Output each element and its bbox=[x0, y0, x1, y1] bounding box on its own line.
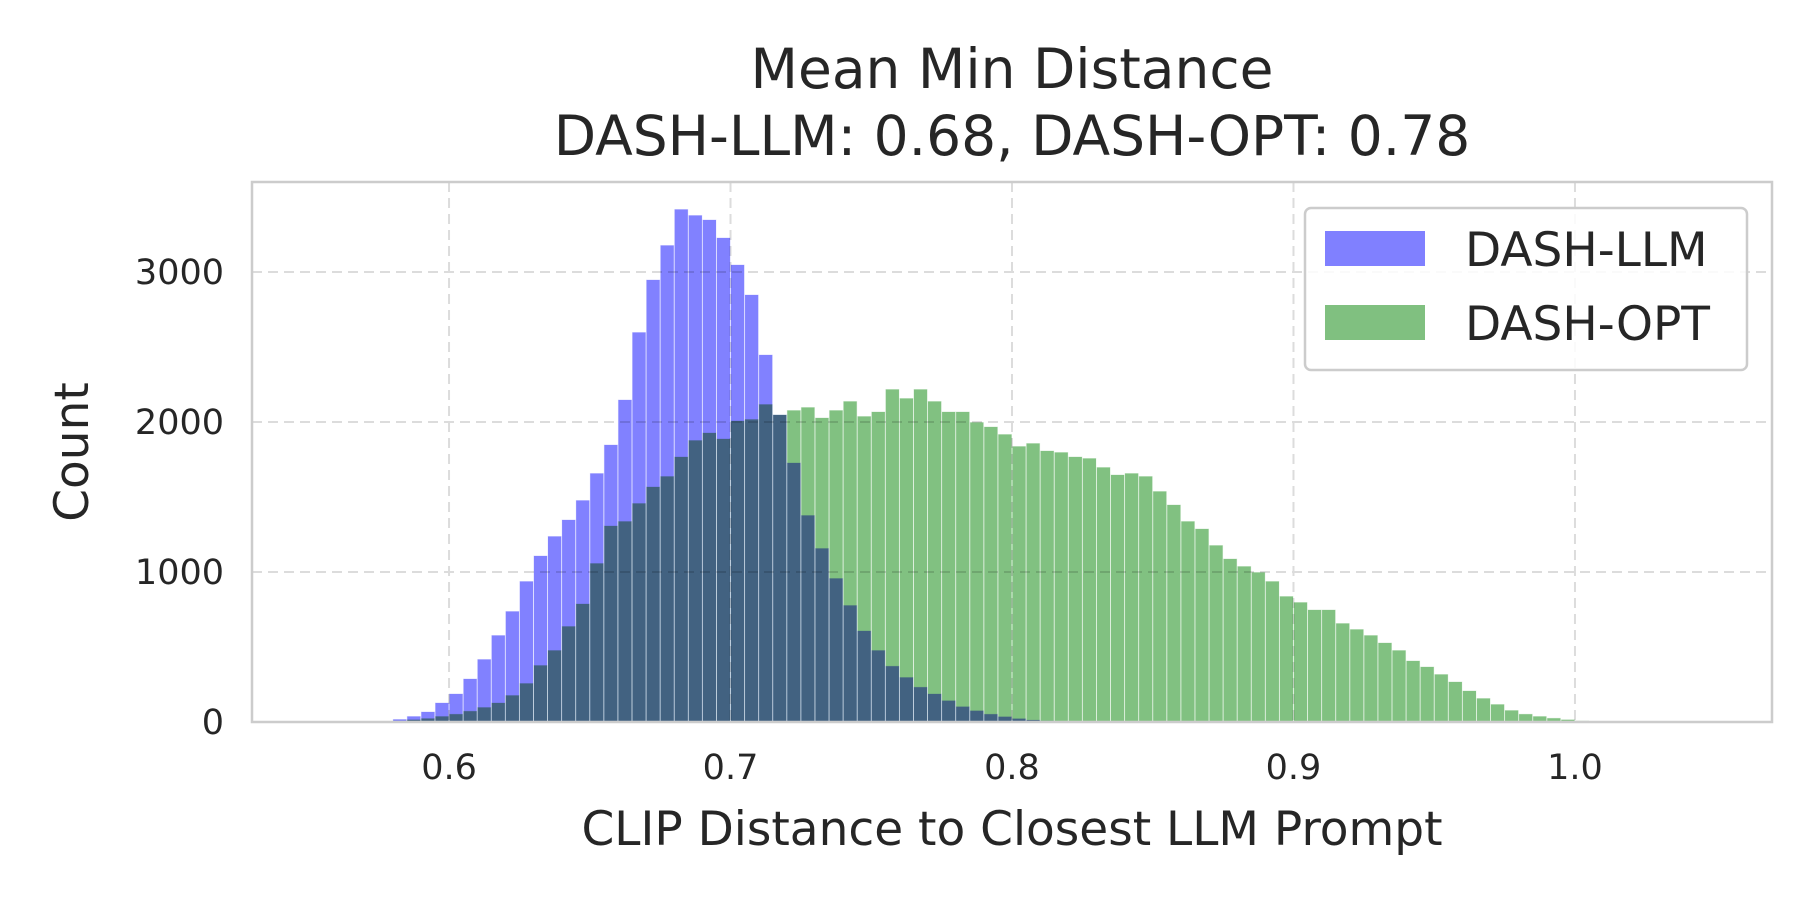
bar-dash-opt bbox=[1504, 709, 1520, 723]
bar-dash-opt bbox=[983, 426, 999, 723]
bar-dash-opt bbox=[1194, 528, 1210, 723]
bar-dash-opt bbox=[476, 706, 492, 723]
bar-dash-opt bbox=[1461, 690, 1477, 723]
series-dash-opt bbox=[392, 388, 1604, 723]
bar-dash-opt bbox=[927, 400, 943, 723]
bar-dash-opt bbox=[884, 388, 900, 723]
y-tick-label: 0 bbox=[202, 703, 224, 743]
bar-dash-opt bbox=[941, 411, 957, 723]
legend-label-dash-opt: DASH-OPT bbox=[1465, 297, 1710, 352]
bar-dash-opt bbox=[814, 417, 830, 723]
y-axis-ticks: 0 1000 2000 3000 bbox=[135, 253, 224, 743]
bar-dash-opt bbox=[617, 520, 633, 723]
bar-dash-opt bbox=[518, 682, 534, 723]
bar-dash-opt bbox=[1363, 634, 1379, 723]
bar-dash-opt bbox=[687, 439, 703, 723]
bar-dash-opt bbox=[1278, 595, 1294, 723]
bar-dash-opt bbox=[1377, 642, 1393, 723]
bar-dash-opt bbox=[631, 502, 647, 723]
bar-dash-opt bbox=[547, 649, 563, 723]
bar-dash-opt bbox=[730, 420, 746, 723]
bar-dash-opt bbox=[1124, 472, 1140, 723]
bar-dash-opt bbox=[1138, 475, 1154, 723]
bar-dash-opt bbox=[1011, 445, 1027, 723]
bar-dash-opt bbox=[1236, 565, 1252, 723]
y-tick-label: 3000 bbox=[135, 253, 224, 293]
legend: DASH-LLM DASH-OPT bbox=[1303, 206, 1749, 372]
bar-dash-opt bbox=[715, 438, 731, 723]
bar-dash-opt bbox=[575, 603, 591, 723]
bar-dash-opt bbox=[1349, 628, 1365, 723]
bar-dash-opt bbox=[1053, 451, 1069, 723]
chart-subtitle: DASH-LLM: 0.68, DASH-OPT: 0.78 bbox=[554, 104, 1470, 168]
plot-frame bbox=[250, 180, 1774, 724]
y-axis-label: Count bbox=[45, 382, 100, 522]
bar-dash-opt bbox=[1081, 457, 1097, 723]
bar-dash-opt bbox=[772, 414, 788, 723]
bar-dash-opt bbox=[504, 694, 520, 723]
bar-dash-opt bbox=[1293, 601, 1309, 723]
bar-dash-opt bbox=[1447, 681, 1463, 723]
bar-dash-opt bbox=[1264, 580, 1280, 723]
bar-dash-opt bbox=[1180, 520, 1196, 723]
bar-dash-opt bbox=[490, 702, 506, 723]
bar-dash-opt bbox=[1025, 442, 1041, 723]
bar-dash-opt bbox=[1250, 571, 1266, 723]
x-axis-label: CLIP Distance to Closest LLM Prompt bbox=[581, 802, 1442, 857]
bar-dash-opt bbox=[1222, 558, 1238, 723]
bar-dash-opt bbox=[561, 625, 577, 723]
bar-dash-opt bbox=[1405, 660, 1421, 723]
bar-dash-opt bbox=[1208, 544, 1224, 723]
bar-dash-opt bbox=[1166, 504, 1182, 723]
legend-swatch-dash-opt bbox=[1325, 305, 1425, 340]
x-tick-label: 0.8 bbox=[984, 748, 1040, 788]
bar-dash-opt bbox=[898, 397, 914, 723]
histogram-bars bbox=[392, 208, 1604, 723]
x-tick-label: 0.7 bbox=[703, 748, 759, 788]
bar-dash-opt bbox=[589, 562, 605, 723]
bar-dash-opt bbox=[603, 525, 619, 723]
bar-dash-opt bbox=[1433, 673, 1449, 723]
bar-dash-opt bbox=[701, 432, 717, 723]
bar-dash-opt bbox=[462, 710, 478, 723]
y-tick-label: 2000 bbox=[135, 403, 224, 443]
bar-dash-opt bbox=[1321, 609, 1337, 723]
bar-dash-opt bbox=[533, 664, 549, 723]
y-tick-label: 1000 bbox=[135, 553, 224, 593]
bar-dash-opt bbox=[1391, 649, 1407, 723]
legend-swatch-dash-llm bbox=[1325, 231, 1425, 266]
bar-dash-opt bbox=[842, 400, 858, 723]
bar-dash-opt bbox=[1152, 490, 1168, 723]
chart-title: Mean Min Distance bbox=[751, 37, 1274, 101]
bar-dash-opt bbox=[1490, 703, 1506, 723]
bar-dash-opt bbox=[1475, 697, 1491, 723]
legend-label-dash-llm: DASH-LLM bbox=[1465, 223, 1708, 278]
bar-dash-opt bbox=[758, 403, 774, 723]
bar-dash-opt bbox=[1419, 666, 1435, 723]
x-tick-label: 0.6 bbox=[421, 748, 477, 788]
bar-dash-opt bbox=[800, 406, 816, 723]
bar-dash-opt bbox=[744, 418, 760, 723]
bar-dash-opt bbox=[1095, 466, 1111, 723]
bar-dash-opt bbox=[870, 411, 886, 723]
bar-dash-opt bbox=[1335, 622, 1351, 723]
bar-dash-opt bbox=[955, 411, 971, 723]
bar-dash-opt bbox=[1307, 609, 1323, 723]
bar-dash-opt bbox=[786, 409, 802, 723]
bar-dash-opt bbox=[645, 486, 661, 723]
bar-dash-opt bbox=[913, 388, 929, 723]
x-axis-ticks: 0.6 0.7 0.8 0.9 1.0 bbox=[421, 748, 1603, 788]
bar-dash-opt bbox=[1110, 474, 1126, 723]
x-tick-label: 0.9 bbox=[1266, 748, 1322, 788]
bar-dash-opt bbox=[673, 456, 689, 723]
bar-dash-opt bbox=[1039, 450, 1055, 723]
bar-dash-opt bbox=[828, 409, 844, 723]
bar-dash-opt bbox=[856, 415, 872, 723]
bar-dash-opt bbox=[1067, 456, 1083, 723]
bar-dash-opt bbox=[997, 433, 1013, 723]
bar-dash-opt bbox=[969, 421, 985, 723]
x-tick-label: 1.0 bbox=[1547, 748, 1603, 788]
bar-dash-opt bbox=[659, 475, 675, 723]
